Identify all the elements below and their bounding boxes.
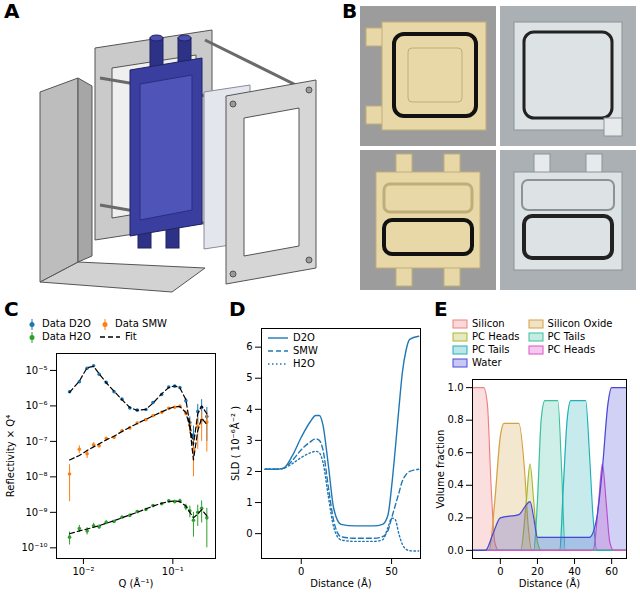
html-text:Data D2O: Data D2O: [42, 318, 91, 329]
svg-text:20: 20: [531, 566, 544, 577]
html-text:Water: Water: [472, 357, 502, 368]
html-text:PC Tails: PC Tails: [547, 331, 586, 342]
svg-text:0.0: 0.0: [448, 545, 464, 556]
svg-text:10⁻⁷: 10⁻⁷: [25, 436, 47, 447]
svg-text:10⁻¹⁰: 10⁻¹⁰: [21, 542, 47, 553]
html-text:A: A: [4, 0, 20, 23]
svg-text:10⁻¹: 10⁻¹: [162, 566, 184, 577]
html-text:H2O: H2O: [293, 358, 315, 369]
svg-text:0: 0: [497, 566, 503, 577]
html-text:Fit: Fit: [125, 331, 137, 342]
svg-text:0.4: 0.4: [448, 479, 464, 490]
svg-text:0.6: 0.6: [448, 447, 464, 458]
svg-text:Distance (Å): Distance (Å): [519, 577, 581, 589]
html-text:Silicon: Silicon: [472, 318, 505, 329]
svg-text:2: 2: [246, 466, 252, 477]
svg-text:0.2: 0.2: [448, 512, 464, 523]
svg-text:1: 1: [246, 497, 252, 508]
svg-text:10⁻⁶: 10⁻⁶: [25, 400, 47, 411]
svg-text:10⁻²: 10⁻²: [72, 566, 94, 577]
svg-text:3: 3: [246, 435, 252, 446]
html-text:C: C: [4, 297, 19, 321]
html-text:E: E: [434, 297, 448, 321]
html-text:PC Tails: PC Tails: [472, 344, 510, 355]
svg-text:Volume fraction: Volume fraction: [435, 430, 446, 509]
html-text:SMW: SMW: [293, 345, 318, 356]
svg-text:4: 4: [246, 404, 252, 415]
html-text:D2O: D2O: [293, 332, 315, 343]
html-text:Data SMW: Data SMW: [115, 318, 167, 329]
svg-text:0.8: 0.8: [448, 414, 464, 425]
html-text:B: B: [342, 0, 358, 23]
svg-text:10⁻⁵: 10⁻⁵: [25, 365, 47, 376]
html-text:PC Heads: PC Heads: [547, 344, 596, 355]
svg-text:50: 50: [385, 566, 398, 577]
svg-text:1.0: 1.0: [448, 382, 464, 393]
html-text:PC Heads: PC Heads: [472, 331, 520, 342]
svg-text:6: 6: [246, 341, 252, 352]
html-text:Data H2O: Data H2O: [42, 331, 91, 342]
svg-text:SLD ( 10⁻⁶Å⁻² ): SLD ( 10⁻⁶Å⁻² ): [229, 406, 241, 481]
svg-text:0: 0: [246, 528, 252, 539]
svg-text:10⁻⁸: 10⁻⁸: [25, 471, 47, 482]
svg-text:40: 40: [568, 566, 581, 577]
svg-text:10⁻⁹: 10⁻⁹: [25, 507, 47, 518]
html-text:Silicon Oxide: Silicon Oxide: [547, 318, 613, 329]
svg-text:Q (Å⁻¹): Q (Å⁻¹): [119, 577, 154, 589]
svg-text:5: 5: [246, 372, 252, 383]
svg-text:Reflectivity × Q⁴: Reflectivity × Q⁴: [5, 415, 16, 497]
svg-text:0: 0: [298, 566, 304, 577]
html-text:D: D: [229, 297, 246, 321]
svg-text:60: 60: [605, 566, 618, 577]
svg-text:Distance (Å): Distance (Å): [310, 577, 372, 589]
